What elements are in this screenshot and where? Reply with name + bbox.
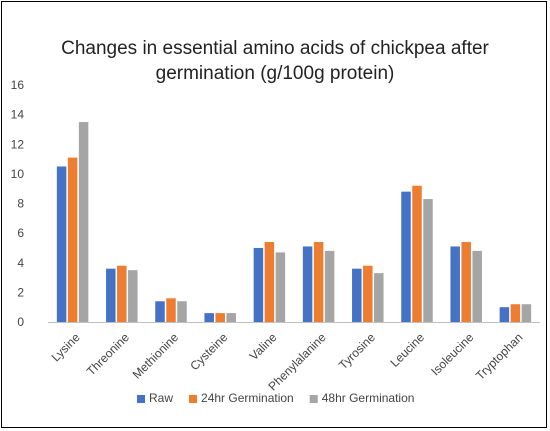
legend-label: 24hr Germination [201, 391, 294, 405]
x-tick-label: Valine [247, 330, 280, 363]
bar-leucine-1 [401, 191, 411, 322]
y-tick-label: 10 [11, 167, 25, 181]
legend-swatch [137, 395, 145, 403]
bar-tryptophan-1 [499, 307, 510, 322]
y-tick-label: 2 [17, 285, 24, 299]
x-tick-label: Tryptophan [473, 330, 526, 383]
bar-isoleucine-2 [461, 242, 471, 322]
bar-cysteine-1 [204, 313, 214, 322]
bar-phenylalanine-1 [302, 246, 313, 322]
bar-methionine-3 [177, 301, 187, 322]
bar-methionine-1 [155, 301, 165, 322]
bar-valine-3 [275, 252, 286, 322]
bar-cysteine-3 [226, 313, 236, 322]
bar-phenylalanine-2 [313, 242, 324, 322]
x-tick-label: Leucine [387, 330, 427, 370]
bar-cysteine-2 [215, 313, 225, 322]
bar-methionine-2 [166, 298, 176, 322]
bar-threonine-3 [128, 270, 138, 322]
bar-lysine-1 [56, 166, 67, 322]
y-tick-label: 14 [11, 108, 25, 122]
bar-valine-1 [253, 247, 264, 322]
bar-isoleucine-1 [450, 246, 460, 322]
bar-lysine-2 [67, 157, 78, 322]
bar-isoleucine-3 [472, 250, 482, 322]
legend-label: 48hr Germination [322, 391, 415, 405]
legend-swatch [189, 395, 198, 403]
chart-title: Changes in essential amino acids of chic… [61, 38, 489, 84]
bar-threonine-1 [106, 268, 116, 322]
bar-tyrosine-1 [352, 268, 362, 322]
y-tick-label: 4 [17, 256, 24, 270]
x-tick-label: Tyrosine [336, 330, 378, 372]
x-tick-label: Threonine [84, 330, 132, 378]
legend-swatch [309, 395, 318, 403]
bar-leucine-3 [423, 199, 433, 322]
bar-valine-2 [264, 242, 275, 322]
x-tick-label: Methionine [130, 330, 182, 382]
x-tick-label: Lysine [49, 330, 83, 364]
y-tick-label: 0 [17, 315, 24, 329]
y-tick-label: 16 [11, 78, 25, 92]
bar-tryptophan-2 [510, 304, 521, 322]
bar-phenylalanine-3 [324, 250, 335, 322]
bar-tryptophan-3 [521, 304, 532, 322]
bar-lysine-3 [78, 122, 89, 322]
y-tick-label: 6 [17, 226, 24, 240]
y-tick-label: 8 [17, 197, 24, 211]
x-tick-label: Isoleucine [428, 330, 476, 378]
legend-label: Raw [149, 391, 173, 405]
bar-leucine-2 [412, 185, 422, 322]
bar-tyrosine-3 [374, 273, 384, 322]
bar-threonine-2 [117, 265, 127, 322]
x-tick-label: Cysteine [187, 330, 230, 373]
y-tick-label: 12 [11, 137, 25, 151]
bar-tyrosine-2 [363, 265, 373, 322]
